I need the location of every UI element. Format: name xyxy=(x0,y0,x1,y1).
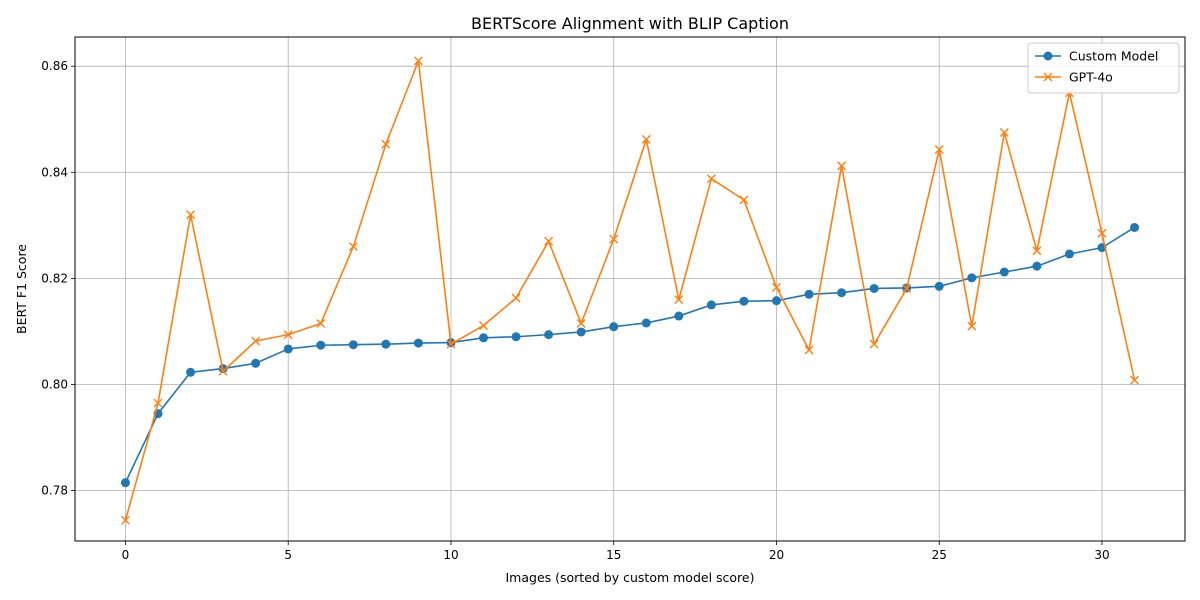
data-point-gpt-4o xyxy=(641,134,651,144)
data-point-custom-model xyxy=(1064,249,1074,259)
data-point-custom-model xyxy=(283,344,293,354)
data-point-custom-model xyxy=(186,367,196,377)
data-point-custom-model xyxy=(934,281,944,291)
data-point-gpt-4o xyxy=(804,345,814,355)
x-tick-label: 10 xyxy=(443,548,458,562)
y-tick-label: 0.80 xyxy=(41,377,68,391)
legend-label-gpt-4o: GPT-4o xyxy=(1069,70,1113,85)
legend-item-custom-model: Custom Model xyxy=(1035,49,1158,64)
series-layer xyxy=(120,56,1140,525)
data-point-custom-model xyxy=(251,358,261,368)
data-point-gpt-4o xyxy=(348,242,358,252)
data-point-gpt-4o xyxy=(706,174,716,184)
data-point-custom-model xyxy=(706,300,716,310)
data-point-custom-model xyxy=(1130,222,1140,232)
data-point-gpt-4o xyxy=(446,339,456,349)
data-point-custom-model xyxy=(1032,261,1042,271)
data-point-custom-model xyxy=(348,340,358,350)
x-tick-label: 30 xyxy=(1094,548,1109,562)
data-point-gpt-4o xyxy=(218,366,228,376)
data-point-custom-model xyxy=(609,322,619,332)
data-point-custom-model xyxy=(120,478,130,488)
x-tick-label: 20 xyxy=(769,548,784,562)
data-point-custom-model xyxy=(674,311,684,321)
data-point-gpt-4o xyxy=(381,139,391,149)
data-point-gpt-4o xyxy=(511,293,521,303)
y-axis-ticks: 0.78 0.80 0.82 0.84 0.86 xyxy=(41,59,75,498)
data-point-custom-model xyxy=(576,327,586,337)
data-point-gpt-4o xyxy=(1097,228,1107,238)
data-point-custom-model xyxy=(837,288,847,298)
legend-marker-custom-model xyxy=(1043,51,1053,61)
data-point-gpt-4o xyxy=(967,321,977,331)
data-point-custom-model xyxy=(511,332,521,342)
data-point-custom-model xyxy=(413,338,423,348)
data-point-gpt-4o xyxy=(674,295,684,305)
data-point-gpt-4o xyxy=(1032,246,1042,256)
y-tick-label: 0.82 xyxy=(41,271,68,285)
data-point-custom-model xyxy=(544,330,554,340)
y-tick-label: 0.78 xyxy=(41,484,68,498)
data-point-gpt-4o xyxy=(609,234,619,244)
data-point-gpt-4o xyxy=(999,128,1009,137)
data-point-gpt-4o xyxy=(739,195,749,205)
series-line-custom-model xyxy=(124,226,1135,483)
data-point-gpt-4o xyxy=(902,283,912,293)
data-point-gpt-4o xyxy=(576,318,586,328)
data-point-gpt-4o xyxy=(251,336,261,346)
data-point-custom-model xyxy=(479,333,489,343)
series-custom-model xyxy=(120,222,1140,488)
y-tick-label: 0.84 xyxy=(41,165,68,179)
data-point-gpt-4o xyxy=(771,282,781,292)
data-point-gpt-4o xyxy=(934,144,944,154)
data-point-custom-model xyxy=(316,340,326,350)
x-axis-label: Images (sorted by custom model score) xyxy=(506,570,755,585)
x-tick-label: 15 xyxy=(606,548,621,562)
data-point-custom-model xyxy=(804,289,814,299)
x-tick-label: 25 xyxy=(932,548,947,562)
legend-item-gpt-4o: GPT-4o xyxy=(1035,70,1113,85)
legend: Custom Model GPT-4o xyxy=(1027,42,1180,94)
x-axis-ticks: 0 5 10 15 20 25 30 xyxy=(122,541,1110,562)
data-point-gpt-4o xyxy=(837,161,847,171)
x-tick-label: 0 xyxy=(122,548,130,562)
x-tick-label: 5 xyxy=(284,548,292,562)
y-axis-label: BERT F1 Score xyxy=(14,244,29,334)
data-point-gpt-4o xyxy=(283,330,293,340)
legend-label-custom-model: Custom Model xyxy=(1069,49,1158,64)
data-point-custom-model xyxy=(999,267,1009,277)
data-point-gpt-4o xyxy=(413,56,423,66)
data-point-custom-model xyxy=(967,273,977,283)
data-point-custom-model xyxy=(869,283,879,293)
data-point-gpt-4o xyxy=(316,318,326,328)
data-point-gpt-4o xyxy=(153,398,163,408)
series-line-gpt-4o xyxy=(124,60,1136,521)
legend-box xyxy=(1027,42,1180,94)
data-point-custom-model xyxy=(381,339,391,349)
data-point-custom-model xyxy=(641,318,651,328)
data-point-gpt-4o xyxy=(479,321,489,331)
data-point-gpt-4o xyxy=(186,210,196,220)
legend-marker-gpt-4o xyxy=(1043,72,1053,82)
y-tick-label: 0.86 xyxy=(41,59,68,73)
data-point-gpt-4o xyxy=(120,515,130,525)
series-gpt-4o xyxy=(120,56,1140,525)
plot-area-frame xyxy=(74,36,1186,542)
data-point-custom-model xyxy=(739,296,749,306)
data-point-gpt-4o xyxy=(869,339,879,349)
data-point-gpt-4o xyxy=(544,236,554,246)
data-point-gpt-4o xyxy=(1130,375,1140,385)
data-point-custom-model xyxy=(771,296,781,306)
chart-title: BERTScore Alignment with BLIP Caption xyxy=(471,14,789,33)
